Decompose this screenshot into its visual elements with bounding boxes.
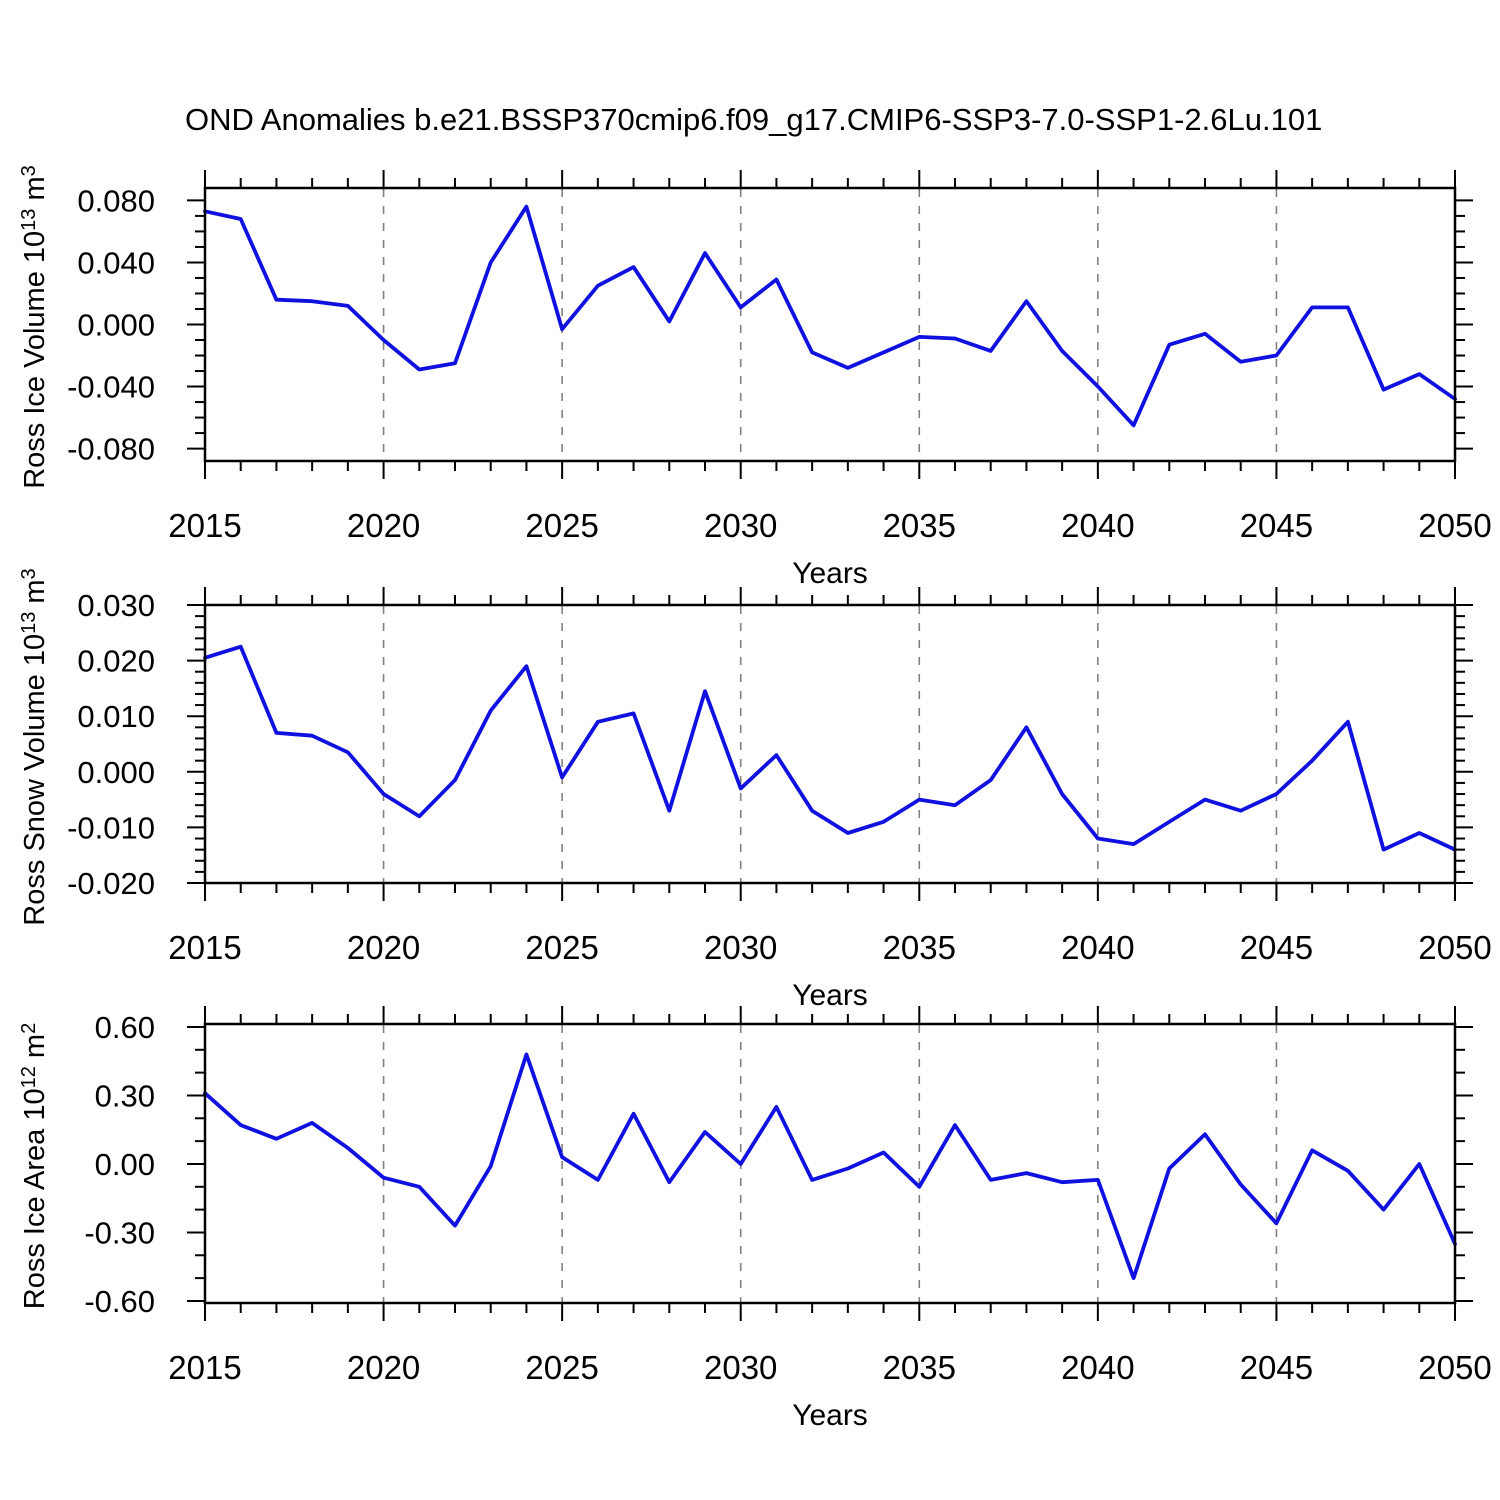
y-tick-label: 0.010 [77, 699, 155, 734]
x-tick-label: 2045 [1240, 507, 1313, 544]
x-tick-label: 2020 [347, 929, 420, 966]
x-tick-label: 2025 [525, 929, 598, 966]
y-tick-label: -0.010 [67, 810, 155, 845]
x-axis-title: Years [792, 1399, 868, 1432]
x-tick-label: 2040 [1061, 507, 1134, 544]
x-tick-label: 2020 [347, 507, 420, 544]
ross-snow-volume-line [203, 644, 1457, 852]
x-tick-label: 2040 [1061, 1349, 1134, 1386]
x-tick-label: 2045 [1240, 1349, 1313, 1386]
y-tick-label: 0.020 [77, 644, 155, 679]
y-tick-label: 0.040 [77, 245, 155, 280]
x-tick-label: 2025 [525, 1349, 598, 1386]
y-tick-label: -0.30 [84, 1215, 155, 1250]
x-axis-title: Years [792, 979, 868, 1012]
x-tick-label: 2020 [347, 1349, 420, 1386]
x-tick-label: 2030 [704, 929, 777, 966]
x-tick-label: 2025 [525, 507, 598, 544]
x-tick-label: 2050 [1418, 929, 1491, 966]
y-tick-label: 0.60 [95, 1010, 155, 1045]
x-tick-label: 2040 [1061, 929, 1134, 966]
x-tick-label: 2045 [1240, 929, 1313, 966]
x-tick-label: 2035 [883, 507, 956, 544]
ross-ice-area-line [203, 1052, 1457, 1280]
y-tick-label: 0.00 [95, 1147, 155, 1182]
y-tick-label: 0.000 [77, 755, 155, 790]
plot-border [203, 186, 1457, 463]
x-tick-label: 2035 [883, 1349, 956, 1386]
x-tick-label: 2030 [704, 507, 777, 544]
y-tick-label: 0.030 [77, 588, 155, 623]
y-tick-label: 0.30 [95, 1078, 155, 1113]
x-tick-label: 2030 [704, 1349, 777, 1386]
x-tick-label: 2015 [168, 1349, 241, 1386]
y-tick-label: 0.000 [77, 308, 155, 343]
y-tick-label: 0.080 [77, 183, 155, 218]
x-tick-label: 2015 [168, 929, 241, 966]
x-tick-label: 2035 [883, 929, 956, 966]
x-axis-title: Years [792, 557, 868, 590]
y-tick-label: -0.080 [67, 432, 155, 467]
x-tick-label: 2050 [1418, 1349, 1491, 1386]
y-tick-label: -0.60 [84, 1284, 155, 1319]
plot-border [203, 603, 1457, 885]
x-tick-label: 2050 [1418, 507, 1491, 544]
x-tick-label: 2015 [168, 507, 241, 544]
plot-border [203, 1022, 1457, 1305]
page-title: OND Anomalies b.e21.BSSP370cmip6.f09_g17… [185, 102, 1323, 137]
y-tick-label: -0.020 [67, 866, 155, 901]
ross-ice-volume-line [203, 204, 1457, 428]
y-tick-label: -0.040 [67, 370, 155, 405]
